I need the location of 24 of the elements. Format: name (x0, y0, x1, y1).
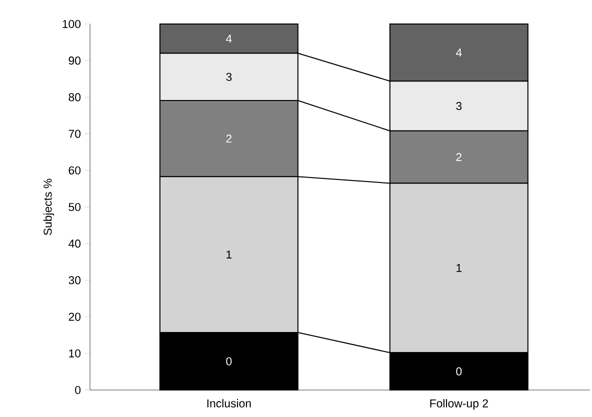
x-tick-label: Inclusion (207, 399, 251, 408)
text: 4 (456, 48, 462, 56)
series-label: 4 (226, 34, 232, 43)
y-tick-label: 80 (68, 93, 81, 102)
y-tick-label: 20 (68, 312, 81, 321)
y-axis-title: Subjects % (43, 178, 54, 236)
y-tick-label: 50 (68, 202, 81, 212)
x-tick-label: Follow-up 2 (430, 399, 488, 410)
y-tick-label: 60 (68, 166, 81, 174)
y-tick-label: 10 (69, 349, 81, 358)
series-label: 2 (456, 153, 462, 162)
text: 0 (226, 357, 232, 366)
y-tick-label: 90 (68, 56, 81, 65)
series-label: 1 (456, 264, 462, 272)
series-label: 3 (226, 72, 232, 81)
text: 2 (226, 134, 232, 143)
series-label: 0 (456, 367, 462, 376)
text: 3 (456, 102, 462, 110)
y-tick-label: 40 (68, 240, 81, 248)
text: 1 (226, 250, 232, 259)
y-tick-label: 30 (68, 276, 81, 284)
y-tick-label: 70 (68, 130, 81, 138)
y-tick-label: 0 (75, 386, 81, 394)
y-tick-label: 100 (62, 20, 81, 28)
